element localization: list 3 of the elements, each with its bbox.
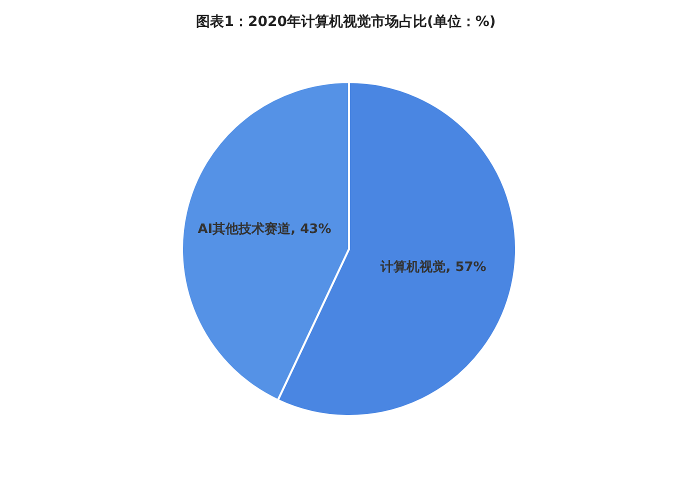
slice-label: AI其他技术赛道, 43% [198,220,332,240]
chart-title: 图表1：2020年计算机视觉市场占比(单位：%) [196,13,496,30]
slice-label: 计算机视觉, 57% [380,258,486,277]
